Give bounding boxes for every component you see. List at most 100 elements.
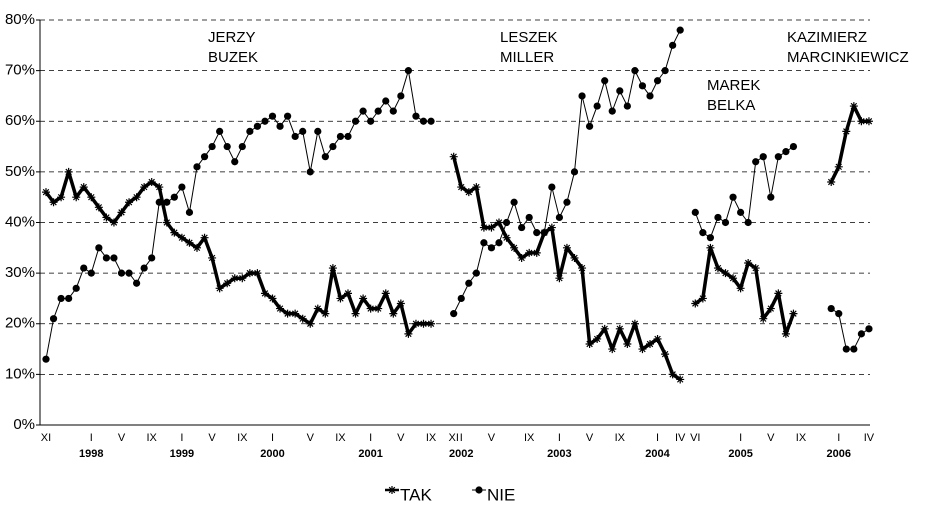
- x-tick-label: I: [656, 432, 659, 444]
- marker-star: [170, 228, 179, 237]
- marker-circle: [555, 213, 564, 222]
- marker-circle: [744, 218, 752, 227]
- marker-circle: [767, 193, 775, 201]
- series-line: [44, 104, 869, 381]
- marker-circle: [593, 102, 601, 110]
- marker-star: [268, 294, 277, 303]
- marker-star: [162, 218, 171, 227]
- x-tick-label: I: [460, 432, 463, 444]
- marker-star: [661, 350, 670, 359]
- marker-star: [781, 329, 790, 338]
- marker-star: [570, 253, 579, 262]
- marker-star: [623, 340, 632, 348]
- legend-label: NIE: [487, 485, 515, 504]
- marker-star: [200, 233, 209, 242]
- marker-circle: [261, 117, 269, 125]
- marker-circle: [857, 330, 866, 338]
- year-label: 2005: [728, 448, 752, 460]
- x-tick-label: I: [369, 432, 372, 444]
- marker-star: [721, 269, 730, 278]
- marker-circle: [412, 112, 420, 120]
- marker-star: [555, 274, 564, 283]
- marker-circle: [653, 77, 662, 85]
- marker-circle: [457, 294, 465, 303]
- marker-star: [857, 117, 866, 126]
- x-tick-label: VI: [690, 432, 700, 444]
- marker-circle: [231, 158, 239, 166]
- marker-circle: [238, 142, 246, 151]
- marker-circle: [706, 234, 715, 242]
- marker-star: [525, 248, 534, 257]
- marker-star: [744, 259, 753, 267]
- marker-star: [449, 152, 458, 161]
- x-tick-label: I: [739, 432, 742, 444]
- marker-star: [834, 162, 843, 171]
- marker-star: [691, 299, 700, 308]
- marker-star: [94, 203, 103, 212]
- marker-circle: [397, 92, 405, 100]
- marker-star: [593, 334, 602, 343]
- marker-circle: [525, 213, 533, 222]
- marker-star: [472, 183, 481, 192]
- marker-star: [849, 102, 858, 111]
- marker-circle: [306, 168, 314, 176]
- marker-circle: [737, 208, 745, 216]
- marker-star: [487, 223, 496, 232]
- marker-star: [532, 248, 541, 257]
- marker-star: [215, 284, 224, 293]
- marker-star: [359, 294, 368, 303]
- marker-circle: [42, 355, 50, 363]
- marker-star: [630, 319, 639, 328]
- annotation: BELKA: [707, 97, 755, 114]
- marker-circle: [329, 142, 337, 151]
- marker-star: [766, 304, 775, 313]
- marker-circle: [774, 153, 782, 161]
- y-tick-label: 10%: [5, 365, 35, 382]
- marker-circle: [789, 142, 798, 151]
- x-tick-label: IV: [864, 432, 875, 444]
- marker-circle: [850, 345, 858, 353]
- marker-star: [600, 324, 609, 333]
- marker-circle: [676, 26, 684, 34]
- marker-star: [193, 243, 201, 252]
- marker-circle: [359, 107, 367, 115]
- marker-circle: [721, 218, 730, 227]
- marker-circle: [578, 92, 586, 100]
- marker-circle: [117, 269, 126, 277]
- x-tick-label: V: [488, 432, 496, 444]
- marker-circle: [646, 92, 654, 100]
- marker-circle: [57, 294, 65, 303]
- marker-star: [713, 264, 722, 273]
- y-tick-label: 40%: [5, 213, 35, 230]
- marker-star: [208, 253, 217, 262]
- marker-circle: [502, 218, 511, 227]
- marker-circle: [865, 325, 873, 333]
- marker-star: [396, 299, 405, 308]
- marker-star: [132, 193, 141, 202]
- x-tick-label: V: [307, 432, 315, 444]
- marker-circle: [208, 142, 216, 151]
- marker-star: [736, 284, 745, 293]
- marker-circle: [200, 153, 209, 161]
- marker-circle: [72, 284, 80, 292]
- marker-star: [698, 294, 707, 303]
- marker-circle: [178, 183, 186, 191]
- marker-star: [615, 324, 624, 333]
- marker-circle: [487, 244, 496, 252]
- annotation: KAZIMIERZ: [787, 29, 867, 46]
- legend-label: TAK: [400, 485, 432, 504]
- marker-star: [668, 370, 677, 379]
- marker-star: [864, 117, 873, 126]
- marker-star: [827, 178, 836, 186]
- marker-star: [313, 304, 322, 313]
- marker-circle: [65, 294, 73, 303]
- x-tick-label: I: [837, 432, 840, 444]
- marker-star: [381, 289, 390, 298]
- x-tick-label: IX: [237, 432, 248, 444]
- marker-star: [298, 314, 307, 323]
- marker-star: [87, 193, 96, 202]
- marker-star: [245, 269, 254, 278]
- marker-circle: [827, 304, 835, 313]
- x-tick-label: I: [90, 432, 93, 444]
- x-tick-label: V: [397, 432, 405, 444]
